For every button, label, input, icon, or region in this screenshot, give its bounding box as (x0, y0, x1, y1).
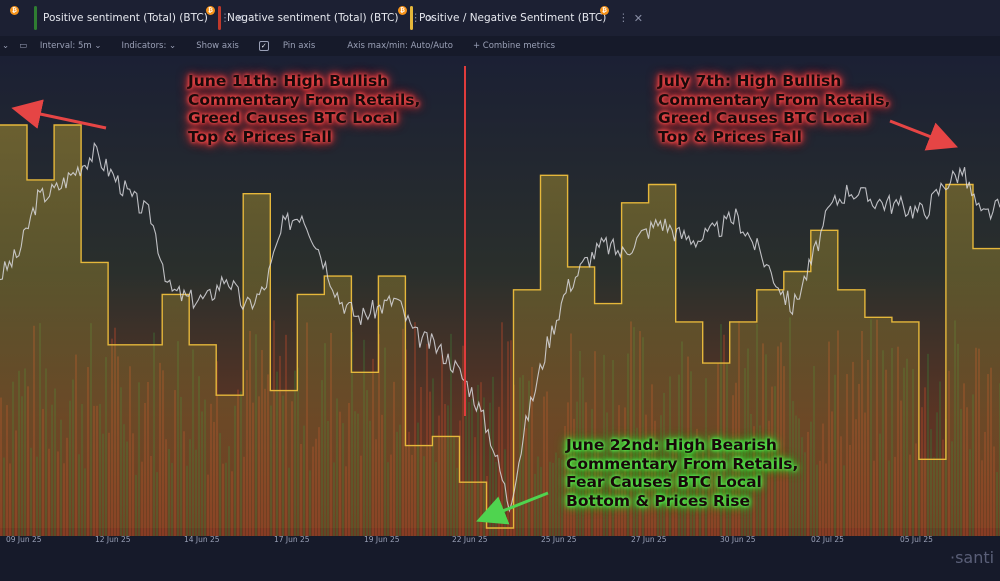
btc-badge-icon: ₿ (206, 6, 215, 15)
santiment-watermark: ·santi (950, 548, 995, 567)
annotation-line: Greed Causes BTC Local (658, 109, 868, 127)
volume-bar (483, 397, 485, 536)
volume-bar (495, 461, 497, 536)
annotation-june22: June 22nd: High Bearish Commentary From … (566, 436, 798, 510)
indicators-select[interactable]: Indicators: ⌄ (121, 41, 177, 51)
volume-bar (468, 401, 470, 536)
volume-bar (480, 382, 482, 536)
x-tick-label: 14 Jun 25 (184, 535, 220, 544)
volume-bar (450, 333, 452, 536)
annotation-july7: July 7th: High Bullish Commentary From R… (658, 72, 890, 146)
annotation-line: July 7th: High Bullish (658, 72, 842, 90)
close-icon[interactable]: ✕ (235, 11, 245, 25)
annotation-line: Commentary From Retails, (658, 90, 891, 109)
x-axis-strip (0, 536, 1000, 581)
annotation-line: June 11th: High Bullish (188, 72, 389, 90)
x-tick-label: 22 Jun 25 (452, 535, 488, 544)
show-axis-toggle[interactable]: Show axis (186, 41, 239, 51)
volume-bar (501, 322, 503, 536)
close-icon[interactable]: ✕ (633, 11, 644, 25)
annotation-june11: June 11th: High Bullish Commentary From … (188, 72, 420, 146)
axis-maxmin-select[interactable]: Axis max/min: Auto/Auto (337, 41, 453, 51)
chevron-down-icon[interactable]: ⌄ (2, 41, 10, 51)
annotation-line: Top & Prices Fall (658, 127, 802, 146)
more-options-icon[interactable]: ⋮ (618, 12, 628, 24)
check-icon: ✓ (258, 41, 269, 51)
combine-metrics-button[interactable]: + Combine metrics (463, 41, 555, 51)
tab-positive-sentiment[interactable]: Positive sentiment (Total) (BTC) ⋮ ✕ (28, 4, 251, 32)
pin-axis-toggle[interactable]: ✓ Pin axis (249, 41, 315, 51)
volume-bar (510, 340, 512, 536)
x-tick-label: 09 Jun 25 (6, 535, 42, 544)
volume-bar (471, 398, 473, 536)
annotation-line: June 22nd: High Bearish (566, 436, 777, 454)
btc-badge-icon: ₿ (600, 6, 609, 15)
x-tick-label: 05 Jul 25 (900, 535, 933, 544)
x-tick-label: 02 Jul 25 (811, 535, 844, 544)
x-tick-label: 17 Jun 25 (274, 535, 310, 544)
tab-negative-sentiment[interactable]: Negative sentiment (Total) (BTC) ⋮ ✕ (212, 4, 441, 32)
sentiment-chart (0, 56, 1000, 581)
volume-bar (504, 449, 506, 536)
june11-arrow (11, 99, 107, 130)
chart-toolbar: ⌄ ▭ Interval: 5m ⌄ Indicators: ⌄ Show ax… (0, 36, 1000, 56)
positive-color-bar (34, 6, 37, 30)
btc-price-line (0, 141, 1000, 513)
axis-maxmin-label: Axis max/min: Auto/Auto (347, 41, 453, 51)
interval-select[interactable]: ▭ Interval: 5m ⌄ (19, 41, 102, 51)
tab-label: Positive / Negative Sentiment (BTC) (419, 12, 607, 24)
volume-bar (492, 376, 494, 536)
more-options-icon[interactable]: ⋮ (410, 12, 420, 24)
volume-bar (465, 389, 467, 536)
volume-bar (507, 341, 509, 536)
volume-bar (498, 406, 500, 536)
volume-bar (489, 402, 491, 536)
annotation-line: Fear Causes BTC Local (566, 473, 762, 491)
x-tick-label: 12 Jun 25 (95, 535, 131, 544)
close-icon[interactable]: ✕ (425, 11, 436, 25)
tab-pos-neg-ratio[interactable]: Positive / Negative Sentiment (BTC) ⋮ ✕ (404, 4, 649, 32)
ratio-step-area (0, 125, 1000, 528)
annotation-line: Commentary From Retails, (188, 90, 421, 109)
volume-bar (414, 322, 416, 536)
tab-label: Negative sentiment (Total) (BTC) (227, 12, 399, 24)
metric-tabs: ₿ Positive sentiment (Total) (BTC) ⋮ ✕ ₿… (0, 0, 1000, 36)
tab-label: Positive sentiment (Total) (BTC) (43, 12, 208, 24)
x-tick-label: 25 Jun 25 (541, 535, 577, 544)
btc-badge-icon: ₿ (398, 6, 407, 15)
indicators-label: Indicators: (121, 41, 167, 51)
pin-axis-label: Pin axis (282, 41, 316, 51)
x-tick-label: 27 Jun 25 (631, 535, 667, 544)
ratio-color-bar (410, 6, 413, 30)
june22-arrow (476, 491, 549, 525)
btc-price-series (0, 141, 1000, 513)
more-options-icon[interactable]: ⋮ (219, 12, 230, 24)
volume-bar (426, 343, 428, 536)
show-axis-label: Show axis (196, 41, 239, 51)
interval-label: Interval: 5m (39, 41, 92, 51)
annotation-line: Bottom & Prices Rise (566, 491, 751, 510)
negative-color-bar (218, 6, 221, 30)
btc-badge-icon: ₿ (10, 6, 19, 15)
volume-bar (927, 353, 929, 536)
volume-bar (462, 345, 464, 536)
annotation-line: Top & Prices Fall (188, 127, 332, 146)
july7-arrow (889, 119, 958, 151)
volume-bar (477, 384, 479, 536)
annotation-line: Commentary From Retails, (566, 454, 799, 473)
x-tick-label: 30 Jun 25 (720, 535, 756, 544)
x-tick-label: 19 Jun 25 (364, 535, 400, 544)
combine-metrics-label: + Combine metrics (472, 41, 556, 51)
annotation-line: Greed Causes BTC Local (188, 109, 398, 127)
